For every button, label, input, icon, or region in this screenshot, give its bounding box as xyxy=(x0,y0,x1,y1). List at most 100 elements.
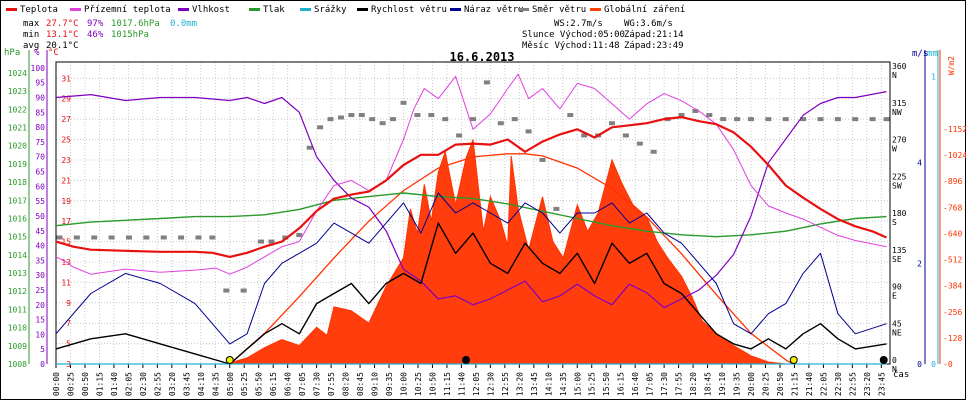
stats-min-hum: 46% xyxy=(87,30,104,40)
axis-humidity-tick: 60 xyxy=(35,182,45,191)
axis-dir-label: S xyxy=(892,218,897,227)
wind-direction-point xyxy=(414,113,421,118)
marker-zapad-slunce xyxy=(789,356,798,364)
axis-humidity-tick: 85 xyxy=(35,108,45,117)
axis-dir-label: NW xyxy=(892,108,902,117)
info-moon-rise: Měsíc Východ:11:48 xyxy=(522,41,620,51)
x-tick-label: 01:15 xyxy=(95,372,104,396)
axis-dir-tick: 90 xyxy=(892,283,902,292)
axis-rad-tick: -256 xyxy=(943,308,962,317)
axis-dir-tick: 45 xyxy=(892,319,902,328)
x-tick-label: 09:35 xyxy=(385,372,394,396)
wind-direction-point xyxy=(581,133,588,138)
axis-pressure-tick: 1022 xyxy=(8,105,27,114)
legend-swatch-1 xyxy=(70,8,81,11)
axis-pressure-tick: 1013 xyxy=(8,269,27,278)
x-tick-label: 23:20 xyxy=(863,372,872,396)
axis-dir-label: N xyxy=(892,71,897,80)
wind-direction-point xyxy=(337,115,344,120)
axis-dir-tick: 315 xyxy=(892,99,907,108)
axis-humidity-tick: 55 xyxy=(35,197,45,206)
x-tick-label: 08:20 xyxy=(342,372,351,396)
axis-temp-tick: 7 xyxy=(66,319,71,328)
x-tick-label: 17:05 xyxy=(646,372,655,396)
wind-direction-point xyxy=(400,100,407,105)
x-tick-label: 14:35 xyxy=(559,372,568,396)
legend-label-6: Náraz větru xyxy=(464,5,524,15)
axis-humidity-tick: 45 xyxy=(35,227,45,236)
axis-wind-unit: m/s xyxy=(912,49,928,59)
axis-dir-tick: 225 xyxy=(892,172,907,181)
axis-humidity-tick: 40 xyxy=(35,242,45,251)
x-tick-label: 03:20 xyxy=(168,372,177,396)
wind-direction-point xyxy=(306,145,313,150)
x-tick-label: 12:05 xyxy=(472,372,481,396)
axis-pressure-tick: 1012 xyxy=(8,287,27,296)
legend-swatch-6 xyxy=(450,8,461,11)
axis-humidity-tick: 90 xyxy=(35,94,45,103)
axis-rad-tick: -896 xyxy=(943,177,962,186)
x-tick-label: 01:40 xyxy=(110,372,119,396)
wind-direction-point xyxy=(567,113,574,118)
wind-direction-point xyxy=(622,133,629,138)
series-prizemni-teplota xyxy=(55,73,887,275)
wind-direction-point xyxy=(178,235,185,240)
axis-humidity-tick: 5 xyxy=(40,345,45,354)
x-tick-label: 19:10 xyxy=(718,372,727,396)
x-tick-label: 00:00 xyxy=(52,372,61,396)
x-tick-label: 11:40 xyxy=(457,372,466,396)
axis-temp-unit: °C xyxy=(48,48,59,58)
stats-min-temp: 13.1°C xyxy=(46,30,79,40)
axis-dir-label: N xyxy=(892,365,897,374)
axis-humidity-tick: 100 xyxy=(31,64,46,73)
axis-dir-tick: 135 xyxy=(892,246,907,255)
x-tick-label: 00:25 xyxy=(66,372,75,396)
x-tick-label: 04:10 xyxy=(197,372,206,396)
wind-direction-point xyxy=(296,233,303,238)
x-tick-label: 21:40 xyxy=(805,372,814,396)
legend-label-2: Vlhkost xyxy=(192,5,230,15)
x-tick-label: 22:05 xyxy=(819,372,828,396)
x-tick-label: 09:10 xyxy=(371,372,380,396)
wind-direction-point xyxy=(817,117,824,122)
x-tick-label: 03:45 xyxy=(182,372,191,396)
info-ws: WS:2.7m/s xyxy=(554,19,603,29)
axis-pressure-tick: 1009 xyxy=(8,342,27,351)
x-tick-label: 08:45 xyxy=(356,372,365,396)
wind-direction-point xyxy=(800,117,807,122)
axis-wind-tick: 4 xyxy=(917,159,922,168)
axis-temp-tick: 9 xyxy=(66,299,71,308)
legend-swatch-0 xyxy=(6,8,17,11)
axis-rad-tick: -0 xyxy=(943,360,953,369)
axis-pressure-tick: 1008 xyxy=(8,360,27,369)
series-naraz-vetru xyxy=(55,192,887,345)
axis-humidity-tick: 0 xyxy=(40,360,45,369)
x-tick-label: 21:15 xyxy=(790,372,799,396)
series-globalni-zareni xyxy=(56,139,887,365)
x-tick-label: 14:10 xyxy=(544,372,553,396)
x-tick-label: 20:25 xyxy=(761,372,770,396)
legend-label-0: Teplota xyxy=(20,5,58,15)
x-tick-label: 17:30 xyxy=(660,372,669,396)
axis-rad-tick: -1152 xyxy=(943,125,966,134)
marker-zapad-mesice xyxy=(879,356,888,364)
axis-temp-tick: 17 xyxy=(61,217,71,226)
wind-direction-point xyxy=(497,121,504,126)
info-wg: WG:3.6m/s xyxy=(624,19,673,29)
axis-temp-tick: 5 xyxy=(66,340,71,349)
axis-rad-tick: -128 xyxy=(943,334,962,343)
x-tick-label: 18:20 xyxy=(689,372,698,396)
x-tick-label: 07:30 xyxy=(313,372,322,396)
wind-direction-point xyxy=(348,113,355,118)
x-tick-label: 19:35 xyxy=(733,372,742,396)
x-tick-label: 18:45 xyxy=(704,372,713,396)
x-axis-label: čas xyxy=(893,369,909,380)
x-tick-label: 00:50 xyxy=(81,372,90,396)
axis-pressure-tick: 1021 xyxy=(8,123,27,132)
x-tick-label: 02:55 xyxy=(153,372,162,396)
wind-direction-point xyxy=(720,117,727,122)
stats-avg-temp: 20.1°C xyxy=(46,41,79,51)
axis-rain-tick: 0 xyxy=(931,360,936,369)
axis-dir-label: NE xyxy=(892,328,902,337)
